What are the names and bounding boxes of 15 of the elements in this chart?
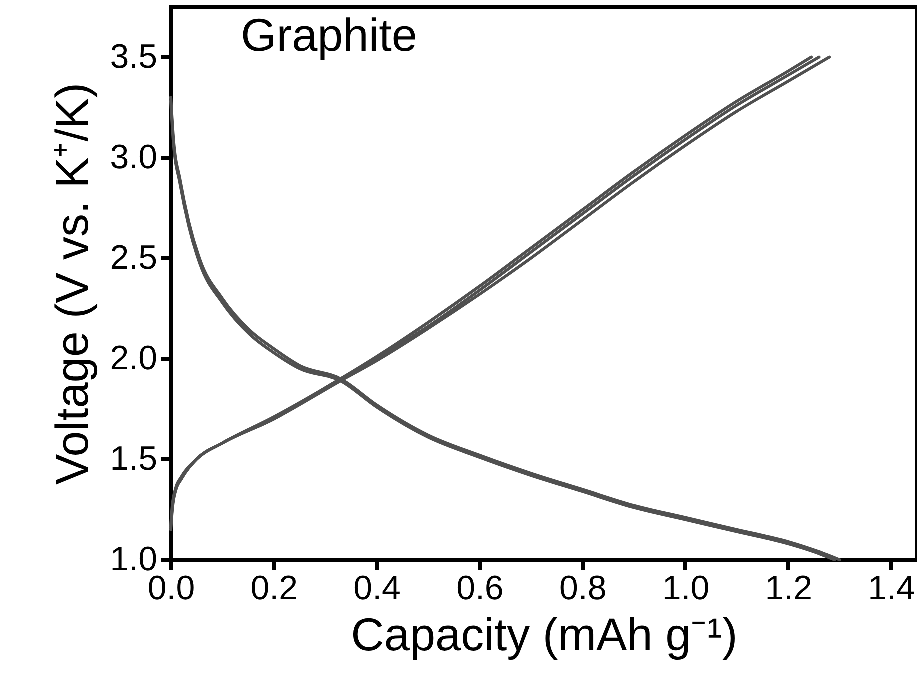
- x-tick-label: 1.0: [662, 570, 710, 608]
- x-tick-label: 1.4: [868, 570, 916, 608]
- x-tick-label: 0.8: [559, 570, 607, 608]
- x-tick-label: 0.4: [354, 570, 401, 608]
- x-tick-label: 1.2: [765, 570, 813, 608]
- x-tick-label: 0.6: [456, 570, 504, 608]
- y-axis-title: Voltage (V vs. K⁺/K): [46, 82, 98, 486]
- y-tick-label: 3.5: [110, 38, 158, 76]
- annotation: Graphite: [241, 9, 418, 61]
- y-tick-label: 1.5: [110, 440, 158, 478]
- x-axis-title: Capacity (mAh g⁻¹): [351, 608, 738, 660]
- y-tick-label: 2.5: [110, 238, 158, 277]
- x-tick-label: 0.2: [250, 570, 298, 608]
- y-tick-label: 3.0: [110, 138, 158, 176]
- y-tick-label: 2.0: [110, 339, 158, 378]
